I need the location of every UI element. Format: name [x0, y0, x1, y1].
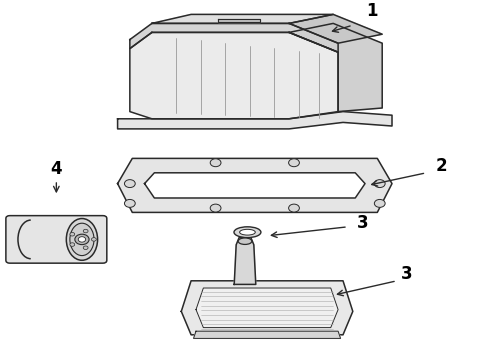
- Polygon shape: [118, 158, 392, 212]
- Ellipse shape: [70, 223, 94, 256]
- Ellipse shape: [240, 229, 255, 235]
- Circle shape: [92, 238, 97, 241]
- Polygon shape: [118, 112, 392, 129]
- Text: 3: 3: [357, 214, 368, 232]
- Circle shape: [210, 204, 221, 212]
- Circle shape: [289, 159, 299, 167]
- Text: 3: 3: [401, 265, 413, 283]
- Circle shape: [374, 180, 385, 188]
- Polygon shape: [145, 173, 365, 198]
- Polygon shape: [194, 331, 341, 338]
- Circle shape: [75, 234, 89, 245]
- Polygon shape: [289, 14, 382, 43]
- Circle shape: [70, 243, 74, 246]
- Circle shape: [78, 237, 86, 242]
- Ellipse shape: [238, 238, 252, 244]
- Polygon shape: [130, 32, 338, 119]
- Circle shape: [210, 159, 221, 167]
- Text: 2: 2: [435, 157, 447, 175]
- Ellipse shape: [234, 227, 261, 238]
- Circle shape: [83, 229, 88, 233]
- Polygon shape: [152, 14, 333, 23]
- Circle shape: [70, 233, 74, 236]
- Polygon shape: [196, 288, 338, 328]
- Circle shape: [124, 199, 135, 207]
- Ellipse shape: [66, 219, 98, 260]
- Circle shape: [289, 204, 299, 212]
- Polygon shape: [218, 19, 260, 22]
- FancyBboxPatch shape: [6, 216, 107, 263]
- Polygon shape: [181, 281, 353, 335]
- Circle shape: [374, 199, 385, 207]
- Text: 1: 1: [367, 2, 378, 20]
- Polygon shape: [234, 238, 256, 284]
- Circle shape: [83, 246, 88, 249]
- Text: 4: 4: [50, 160, 62, 178]
- Circle shape: [124, 180, 135, 188]
- Polygon shape: [130, 23, 338, 52]
- Polygon shape: [289, 23, 382, 112]
